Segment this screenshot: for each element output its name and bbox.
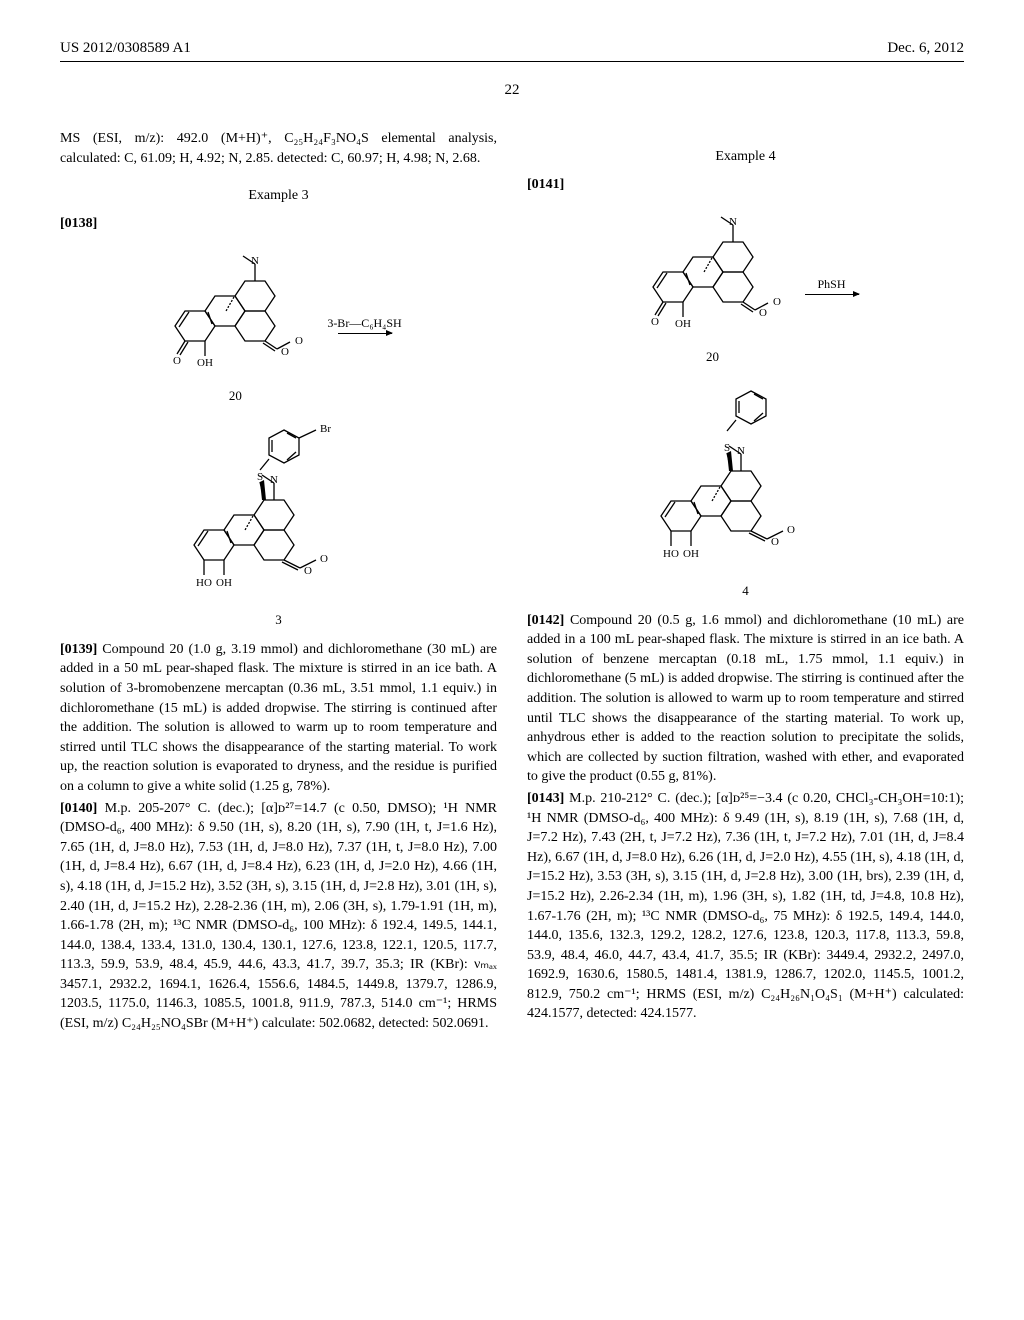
svg-text:N: N bbox=[251, 255, 259, 267]
svg-text:O: O bbox=[759, 307, 767, 319]
compound-20-label-right: 20 bbox=[633, 349, 793, 365]
page-number: 22 bbox=[60, 82, 964, 99]
svg-text:O: O bbox=[771, 536, 779, 548]
svg-text:O: O bbox=[304, 565, 312, 577]
compound-4-label: 4 bbox=[641, 583, 851, 599]
para-140: [0140] M.p. 205-207° C. (dec.); [α]ᴅ²⁷=1… bbox=[60, 799, 497, 1034]
para-143: [0143] M.p. 210-212° C. (dec.); [α]ᴅ²⁵=−… bbox=[527, 789, 964, 1024]
svg-text:S: S bbox=[723, 442, 729, 454]
svg-text:HO: HO bbox=[663, 548, 679, 560]
compound-3: S Br N HO OH O O 3 bbox=[174, 410, 384, 628]
para-142: [0142] Compound 20 (0.5 g, 1.6 mmol) and… bbox=[527, 611, 964, 787]
compound-20-label-left: 20 bbox=[155, 388, 315, 404]
header-right: Dec. 6, 2012 bbox=[887, 40, 964, 57]
svg-text:OH: OH bbox=[216, 577, 232, 589]
right-column: Example 4 [0141] bbox=[527, 129, 964, 1036]
header-rule bbox=[60, 61, 964, 62]
reaction-arrow-3: 3-Br—C₆H₄SH bbox=[327, 316, 401, 334]
compound-3-label: 3 bbox=[174, 612, 384, 628]
ms-continuation: MS (ESI, m/z): 492.0 (M+H)⁺, C₂₅H₂₄F₃NO₄… bbox=[60, 129, 497, 168]
svg-text:O: O bbox=[787, 524, 795, 536]
reagent-3: 3-Br—C₆H₄SH bbox=[327, 316, 401, 331]
compound-20-right: N O OH O O 20 bbox=[633, 207, 793, 365]
svg-text:O: O bbox=[281, 346, 289, 358]
svg-text:OH: OH bbox=[675, 318, 691, 330]
left-column: MS (ESI, m/z): 492.0 (M+H)⁺, C₂₅H₂₄F₃NO₄… bbox=[60, 129, 497, 1036]
compound-20-left: N O OH O O 20 bbox=[155, 246, 315, 404]
example-4-heading: Example 4 bbox=[527, 149, 964, 165]
svg-text:OH: OH bbox=[683, 548, 699, 560]
reaction-arrow-4: PhSH bbox=[805, 277, 859, 295]
scheme-example-3: N O OH O O 20 3-Br—C₆H₄SH bbox=[60, 246, 497, 628]
compound-4: S N HO OH O O 4 bbox=[641, 371, 851, 599]
para-138: [0138] bbox=[60, 216, 97, 231]
svg-text:OH: OH bbox=[197, 357, 213, 369]
svg-text:O: O bbox=[173, 355, 181, 367]
svg-text:O: O bbox=[651, 316, 659, 328]
reagent-4: PhSH bbox=[817, 277, 845, 292]
svg-text:S: S bbox=[256, 471, 262, 483]
svg-text:O: O bbox=[320, 553, 328, 565]
svg-text:N: N bbox=[737, 445, 745, 457]
para-139: [0139] Compound 20 (1.0 g, 3.19 mmol) an… bbox=[60, 640, 497, 797]
para-141: [0141] bbox=[527, 177, 564, 192]
svg-text:O: O bbox=[773, 296, 781, 308]
example-3-heading: Example 3 bbox=[60, 188, 497, 204]
page-header: US 2012/0308589 A1 Dec. 6, 2012 bbox=[60, 40, 964, 57]
scheme-example-4: N O OH O O 20 PhSH bbox=[527, 207, 964, 599]
two-column-body: MS (ESI, m/z): 492.0 (M+H)⁺, C₂₅H₂₄F₃NO₄… bbox=[60, 129, 964, 1036]
svg-text:N: N bbox=[270, 474, 278, 486]
svg-text:Br: Br bbox=[320, 423, 331, 435]
svg-text:N: N bbox=[729, 216, 737, 228]
header-left: US 2012/0308589 A1 bbox=[60, 40, 191, 57]
svg-text:O: O bbox=[295, 335, 303, 347]
svg-text:HO: HO bbox=[196, 577, 212, 589]
